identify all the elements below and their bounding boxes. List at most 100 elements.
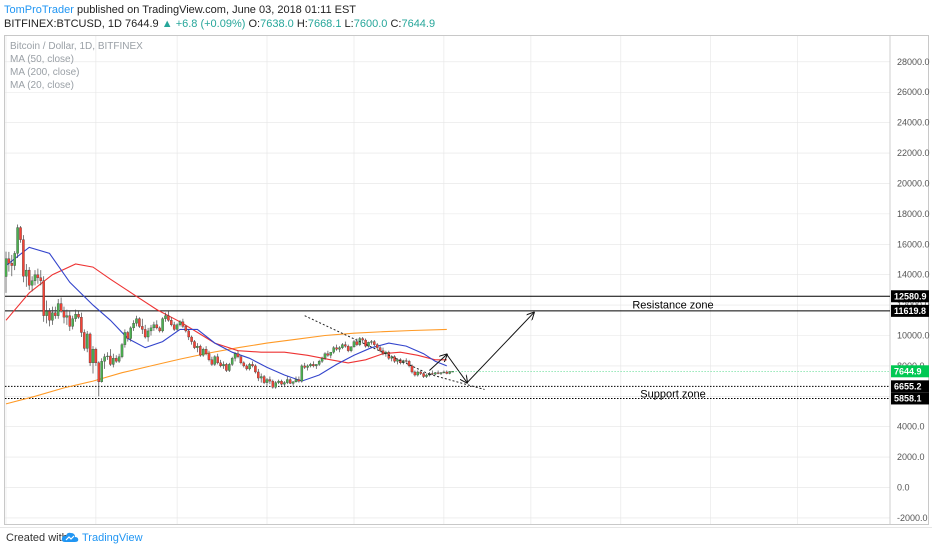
candle-body <box>396 359 399 362</box>
candle-body <box>436 372 440 374</box>
candle-body <box>225 364 228 371</box>
candle-body <box>7 258 11 264</box>
y-tick-label: 2000.0 <box>897 452 925 462</box>
candle-body <box>407 361 411 367</box>
level-price-label: 11619.8 <box>894 306 926 316</box>
y-tick-label: 28000.0 <box>897 57 930 67</box>
candle-body <box>410 365 414 373</box>
candle-body <box>39 277 43 281</box>
tradingview-brand-link[interactable]: TradingView <box>82 532 143 544</box>
candle-body <box>297 379 301 382</box>
legend-title: Bitcoin / Dollar, 1D, BITFINEX <box>10 41 143 52</box>
candle-body <box>146 330 150 338</box>
candle-body <box>216 356 219 364</box>
candle-body <box>375 344 379 348</box>
y-tick-label: 18000.0 <box>897 209 930 219</box>
current-price-tag <box>891 365 929 378</box>
candle-body <box>149 327 153 332</box>
candle-body <box>30 280 34 286</box>
candle-body <box>170 320 173 325</box>
ma20-line <box>5 246 448 382</box>
candle-body <box>257 371 260 379</box>
candle-body <box>181 321 185 327</box>
candle-body <box>323 353 327 359</box>
candle-body <box>213 356 217 365</box>
candle-body <box>378 347 382 351</box>
zone-label: Resistance zone <box>632 299 713 311</box>
candle-body <box>228 364 231 371</box>
candle-body <box>442 371 446 373</box>
current-price-label: 7644.9 <box>894 366 922 376</box>
plot-area: Resistance zone Support zone <box>5 224 890 405</box>
legend-ma50[interactable]: MA (50, close) <box>10 54 74 65</box>
candle-body <box>219 362 222 367</box>
candle-body <box>25 269 28 277</box>
candle-body <box>445 371 449 374</box>
candle-body <box>167 315 170 321</box>
author-link[interactable]: TomProTrader <box>4 4 74 16</box>
candle-body <box>344 344 347 347</box>
candle-body <box>85 333 89 349</box>
candle-body <box>425 374 428 377</box>
candle-body <box>91 349 95 364</box>
candle-body <box>416 371 420 376</box>
candle-body <box>222 364 225 367</box>
level-price-tag <box>891 290 929 303</box>
candle-body <box>320 358 324 362</box>
candle-body <box>74 314 77 319</box>
y-tick-label: 14000.0 <box>897 270 930 280</box>
candle-body <box>303 365 306 368</box>
candle-body <box>106 355 109 357</box>
candle-body <box>158 327 161 332</box>
projection-arrow <box>429 354 446 371</box>
level-price-tag <box>891 392 929 405</box>
candle-body <box>62 311 66 318</box>
candle-body <box>364 339 367 347</box>
open-value: 7638.0 <box>260 18 294 30</box>
candle-body <box>230 358 234 365</box>
candle-body <box>233 353 237 359</box>
candle-body <box>268 379 272 382</box>
candle-body <box>109 355 112 365</box>
candle-body <box>10 263 14 266</box>
candle-body <box>141 326 144 330</box>
candle-body <box>283 382 286 385</box>
candle-body <box>196 345 199 348</box>
candle-body <box>332 347 335 353</box>
candle-body <box>210 359 214 365</box>
candle-body <box>135 318 138 324</box>
open-label: O: <box>248 18 261 30</box>
close-label: C: <box>390 18 402 30</box>
candle-body <box>341 344 344 348</box>
candle-body <box>404 360 408 362</box>
candle-body <box>129 327 132 339</box>
ma200-line <box>5 328 447 405</box>
candle-body <box>126 332 130 339</box>
candle-body <box>349 346 353 351</box>
low-label: L: <box>344 18 354 30</box>
candle-body <box>19 227 22 240</box>
high-label: H: <box>296 18 308 30</box>
candle-body <box>254 365 257 373</box>
candle-body <box>94 349 98 364</box>
legend-ma20[interactable]: MA (20, close) <box>10 80 74 91</box>
candle-body <box>97 362 101 383</box>
candle-body <box>274 382 277 388</box>
y-tick-label: 20000.0 <box>897 178 930 188</box>
legend-ma200[interactable]: MA (200, close) <box>10 67 80 78</box>
candle-body <box>448 371 451 374</box>
footer: Created with TradingView <box>0 527 932 551</box>
candle-body <box>242 362 246 367</box>
candle-body <box>33 274 37 281</box>
candle-body <box>271 380 275 388</box>
candle-body <box>312 364 315 367</box>
candle-body <box>309 364 312 367</box>
candle-body <box>100 361 103 383</box>
candle-body <box>103 356 106 362</box>
candle-body <box>54 312 57 316</box>
candle-body <box>71 318 74 327</box>
price-chart[interactable]: 28000.0 26000.0 24000.0 22000.0 20000.0 18000… <box>0 0 932 527</box>
candle-body <box>280 380 283 385</box>
y-tick-label: 16000.0 <box>897 239 930 249</box>
candle-body <box>245 365 248 370</box>
